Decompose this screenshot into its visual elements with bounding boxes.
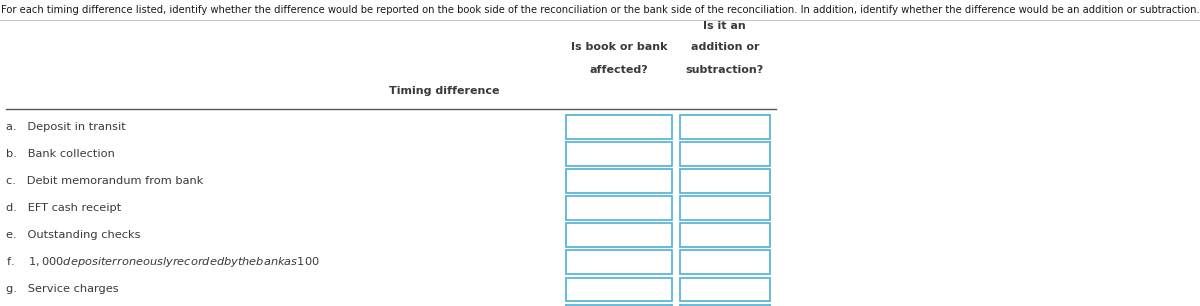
Text: Is it an: Is it an (703, 21, 746, 31)
Text: e.   Outstanding checks: e. Outstanding checks (6, 230, 140, 240)
Bar (566, 196, 672, 220)
Bar (566, 115, 672, 139)
Text: d.   EFT cash receipt: d. EFT cash receipt (6, 203, 121, 213)
Text: f.    $1,000 deposit erroneously recorded by the bank as $100: f. $1,000 deposit erroneously recorded b… (6, 256, 319, 269)
Text: For each timing difference listed, identify whether the difference would be repo: For each timing difference listed, ident… (1, 5, 1199, 15)
Bar (680, 169, 770, 193)
Bar (566, 250, 672, 274)
Bar (566, 169, 672, 193)
Text: c.   Debit memorandum from bank: c. Debit memorandum from bank (6, 176, 203, 186)
Bar (566, 142, 672, 166)
Text: affected?: affected? (590, 65, 648, 75)
Bar (680, 250, 770, 274)
Bar (566, 304, 672, 306)
Bar (566, 223, 672, 247)
Bar (566, 278, 672, 301)
Text: Is book or bank: Is book or bank (571, 42, 667, 52)
Bar (680, 304, 770, 306)
Text: subtraction?: subtraction? (685, 65, 764, 75)
Bar (680, 115, 770, 139)
Bar (680, 142, 770, 166)
Text: g.   Service charges: g. Service charges (6, 285, 119, 294)
Text: Timing difference: Timing difference (389, 86, 499, 96)
Text: addition or: addition or (690, 42, 760, 52)
Bar (680, 278, 770, 301)
Text: a.   Deposit in transit: a. Deposit in transit (6, 122, 126, 132)
Text: b.   Bank collection: b. Bank collection (6, 149, 115, 159)
Bar (680, 223, 770, 247)
Bar (680, 196, 770, 220)
